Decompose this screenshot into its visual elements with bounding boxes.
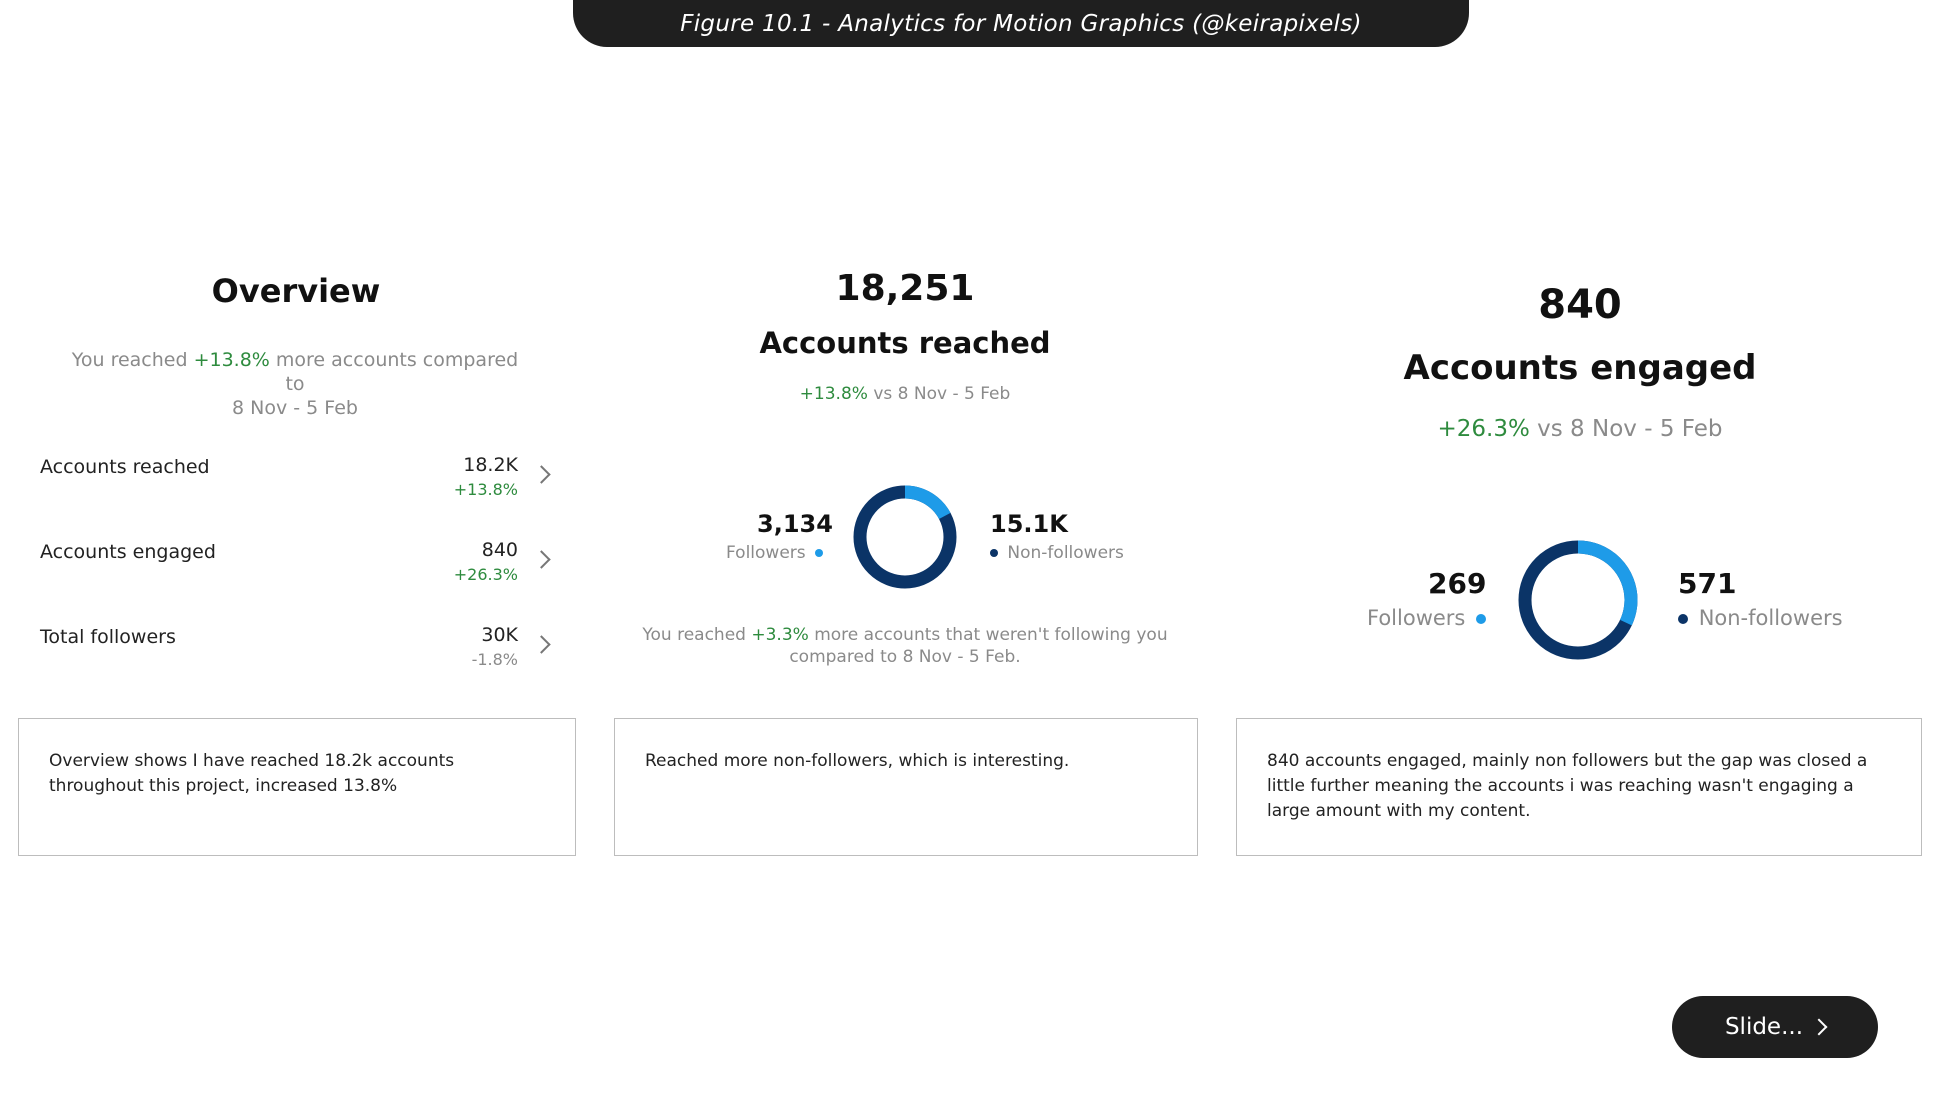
overview-subtitle-pct: +13.8%: [193, 349, 270, 371]
nonfollowers-dot-icon: [990, 549, 998, 557]
reached-compare-text: vs 8 Nov - 5 Feb: [867, 384, 1011, 404]
slide-button-label: Slide...: [1724, 1014, 1804, 1040]
engaged-nonfollowers-label: Non-followers: [1698, 606, 1843, 630]
metric-row-accounts-reached[interactable]: Accounts reached 18.2K +13.8%: [40, 452, 560, 508]
chevron-right-icon[interactable]: [532, 635, 551, 654]
reached-nonfollowers-caption: Non-followers: [990, 543, 1124, 563]
metric-label: Accounts engaged: [40, 541, 216, 563]
metric-row-accounts-engaged[interactable]: Accounts engaged 840 +26.3%: [40, 537, 560, 593]
note-box-reached: Reached more non-followers, which is int…: [614, 718, 1198, 856]
metric-change: +13.8%: [453, 480, 518, 499]
engaged-followers-value: 269: [1428, 567, 1487, 600]
overview-subtitle: You reached +13.8% more accounts compare…: [60, 348, 530, 420]
reached-note: You reached +3.3% more accounts that wer…: [640, 624, 1170, 668]
followers-dot-icon: [1476, 614, 1487, 624]
engaged-followers-caption: Followers: [1367, 606, 1487, 630]
overview-title: Overview: [211, 272, 381, 310]
engaged-followers-label: Followers: [1367, 606, 1466, 630]
figure-title: Figure 10.1 - Analytics for Motion Graph…: [680, 10, 1362, 37]
engaged-donut-chart: [1518, 540, 1638, 660]
reached-note-pre: You reached: [642, 625, 752, 645]
reached-note-pct: +3.3%: [751, 625, 809, 645]
reached-followers-caption: Followers: [726, 543, 824, 563]
reached-change: +13.8%: [799, 384, 868, 404]
followers-dot-icon: [815, 549, 824, 557]
metric-change: +26.3%: [453, 565, 518, 584]
reached-followers-value: 3,134: [757, 510, 833, 538]
metric-value: 30K: [481, 624, 518, 646]
engaged-nonfollowers-caption: Non-followers: [1678, 606, 1843, 630]
engaged-label: Accounts engaged: [1403, 348, 1757, 388]
reached-label: Accounts reached: [759, 326, 1051, 360]
chevron-right-icon[interactable]: [532, 465, 551, 484]
engaged-number: 840: [1538, 282, 1622, 328]
metric-value: 840: [481, 539, 518, 561]
reached-nonfollowers-value: 15.1K: [990, 510, 1068, 538]
reached-followers-label: Followers: [726, 543, 806, 563]
metric-change: -1.8%: [471, 650, 518, 669]
engaged-compare-text: vs 8 Nov - 5 Feb: [1529, 416, 1723, 442]
reached-note-line2: compared to 8 Nov - 5 Feb.: [789, 647, 1021, 667]
metric-row-total-followers[interactable]: Total followers 30K -1.8%: [40, 622, 560, 678]
chevron-right-icon: [1810, 1018, 1828, 1036]
reached-number: 18,251: [835, 268, 975, 309]
nonfollowers-dot-icon: [1678, 614, 1688, 624]
reached-nonfollowers-label: Non-followers: [1007, 543, 1124, 563]
engaged-change: +26.3%: [1437, 416, 1530, 442]
metric-value: 18.2K: [463, 454, 518, 476]
metric-label: Accounts reached: [40, 456, 210, 478]
reached-note-post: more accounts that weren't following you: [808, 625, 1168, 645]
overview-subtitle-line2: 8 Nov - 5 Feb: [232, 397, 358, 419]
overview-subtitle-post: more accounts compared to: [269, 349, 519, 395]
slide-next-button[interactable]: Slide...: [1672, 996, 1878, 1058]
engaged-nonfollowers-value: 571: [1678, 567, 1737, 600]
overview-subtitle-pre: You reached: [71, 349, 194, 371]
metric-label: Total followers: [40, 626, 176, 648]
reached-donut-chart: [853, 485, 957, 589]
note-box-overview: Overview shows I have reached 18.2k acco…: [18, 718, 576, 856]
note-box-engaged: 840 accounts engaged, mainly non followe…: [1236, 718, 1922, 856]
chevron-right-icon[interactable]: [532, 550, 551, 569]
engaged-compare: +26.3% vs 8 Nov - 5 Feb: [1380, 416, 1780, 442]
figure-title-bar: Figure 10.1 - Analytics for Motion Graph…: [573, 0, 1469, 47]
reached-donut-followers: [853, 485, 957, 589]
reached-compare: +13.8% vs 8 Nov - 5 Feb: [720, 384, 1090, 404]
engaged-donut-followers: [1518, 540, 1638, 660]
